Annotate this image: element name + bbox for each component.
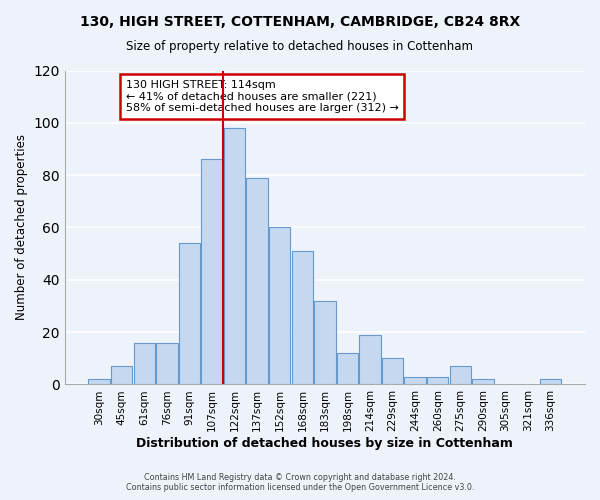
Bar (292, 251, 313, 384)
Text: Contains HM Land Registry data © Crown copyright and database right 2024.
Contai: Contains HM Land Registry data © Crown c… (126, 473, 474, 492)
Text: Size of property relative to detached houses in Cottenham: Size of property relative to detached ho… (127, 40, 473, 53)
Bar (337, 353, 358, 384)
Y-axis label: Number of detached properties: Number of detached properties (15, 134, 28, 320)
Bar (449, 366, 471, 384)
Bar (359, 334, 381, 384)
Bar (156, 342, 178, 384)
Bar (404, 376, 426, 384)
Bar (202, 160, 223, 384)
Bar (179, 243, 200, 384)
Bar (111, 366, 133, 384)
Bar (472, 379, 494, 384)
Bar (88, 379, 110, 384)
Bar (540, 379, 562, 384)
Bar (134, 342, 155, 384)
Text: 130 HIGH STREET: 114sqm
← 41% of detached houses are smaller (221)
58% of semi-d: 130 HIGH STREET: 114sqm ← 41% of detache… (126, 80, 399, 113)
Bar (314, 300, 335, 384)
Text: 130, HIGH STREET, COTTENHAM, CAMBRIDGE, CB24 8RX: 130, HIGH STREET, COTTENHAM, CAMBRIDGE, … (80, 15, 520, 29)
Bar (247, 178, 268, 384)
Bar (427, 376, 448, 384)
Bar (382, 358, 403, 384)
Bar (269, 228, 290, 384)
X-axis label: Distribution of detached houses by size in Cottenham: Distribution of detached houses by size … (136, 437, 514, 450)
Bar (224, 128, 245, 384)
